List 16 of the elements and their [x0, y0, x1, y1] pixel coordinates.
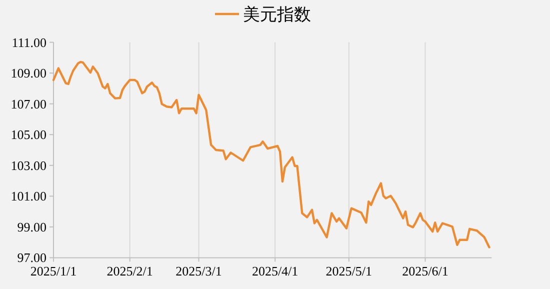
y-tick-label: 97.00	[17, 250, 46, 266]
x-tick-label: 2025/3/1	[176, 264, 222, 279]
y-tick-label: 107.00	[10, 96, 46, 112]
y-tick-label: 105.00	[10, 127, 46, 142]
x-tick-label: 2025/1/1	[30, 264, 77, 279]
y-tick-label: 109.00	[10, 66, 46, 81]
line-series	[52, 60, 490, 248]
x-tick-label: 2025/4/1	[252, 264, 298, 279]
y-tick-label: 101.00	[10, 188, 46, 204]
y-tick-label: 103.00	[10, 158, 46, 173]
y-tick-label: 111.00	[12, 34, 46, 50]
y-tick-label: 99.00	[17, 219, 46, 234]
x-tick-label: 2025/6/1	[402, 264, 448, 279]
legend-label: 美元指数	[243, 5, 311, 24]
x-tick-label: 2025/2/1	[106, 264, 153, 279]
x-tick-label: 2025/5/1	[326, 264, 372, 279]
